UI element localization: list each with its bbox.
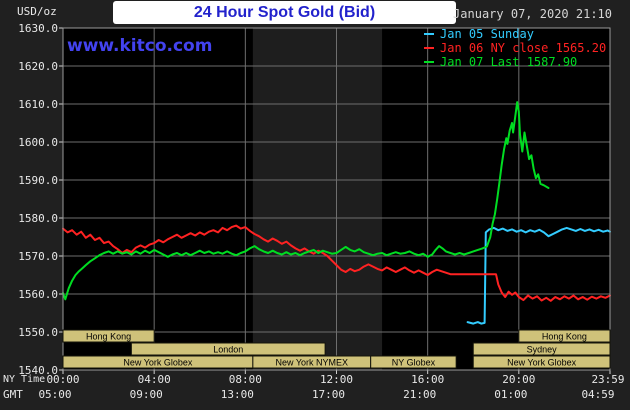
- legend-label: Jan 06 NY close 1565.20: [440, 41, 607, 55]
- chart-datetime: January 07, 2020 21:10: [453, 7, 612, 21]
- session-box-hong-kong: [62, 329, 155, 343]
- y-axis-label: 1540.0: [18, 363, 58, 377]
- session-box-london: [130, 342, 326, 356]
- series-line-jan-07-last-1587-90: [62, 101, 550, 301]
- x-axis-label-gmt: 04:59: [581, 388, 615, 401]
- session-label: London: [213, 345, 243, 355]
- session-label: Sydney: [527, 345, 558, 355]
- plot-border: [62, 27, 611, 371]
- x-axis-label-gmt: 05:00: [38, 388, 72, 401]
- session-label: Hong Kong: [86, 332, 131, 342]
- legend-line-swatch: [424, 33, 434, 35]
- session-box-ny-globex: [370, 355, 457, 369]
- legend-line-swatch: [424, 61, 434, 63]
- chart-title-box: 24 Hour Spot Gold (Bid): [113, 1, 456, 24]
- session-label: NY Globex: [392, 358, 436, 368]
- y-axis-label: 1600.0: [18, 135, 58, 149]
- legend-label: Jan 05 Sunday: [440, 27, 534, 41]
- x-axis-label-ny: 16:00: [411, 373, 445, 386]
- x-axis-label-ny: 20:00: [502, 373, 536, 386]
- legend: Jan 05 Sunday Jan 06 NY close 1565.20 Jan …: [424, 27, 606, 69]
- session-box-new-york-globex: [472, 355, 611, 369]
- y-axis-label: 1550.0: [18, 325, 58, 339]
- y-axis-label: 1630.0: [18, 21, 58, 35]
- y-axis-label: 1560.0: [18, 287, 58, 301]
- x-axis-label-ny: 12:00: [319, 373, 354, 386]
- x-axis-label-ny: 04:00: [137, 373, 171, 386]
- gmt-row-label: GMT: [3, 388, 23, 401]
- y-axis-label: 1580.0: [18, 211, 58, 225]
- legend-line-swatch: [424, 47, 434, 49]
- legend-item: Jan 06 NY close 1565.20: [424, 41, 606, 55]
- y-axis-units-label: USD/oz: [17, 5, 57, 18]
- kitco-watermark-link[interactable]: www.kitco.com: [67, 36, 213, 56]
- x-axis-label-gmt: 21:00: [403, 388, 437, 401]
- y-axis-label: 1620.0: [18, 59, 58, 73]
- legend-item: Jan 05 Sunday: [424, 27, 606, 41]
- y-axis-label: 1610.0: [18, 97, 58, 111]
- series-line-jan-05-sunday: [466, 226, 611, 325]
- legend-item: Jan 07 Last 1587.90: [424, 55, 606, 69]
- session-label: New York Globex: [123, 358, 193, 368]
- x-axis-label-ny: 23:59: [591, 373, 625, 386]
- x-axis-label-gmt: 09:00: [129, 388, 163, 401]
- session-label: New York NYMEX: [276, 358, 349, 368]
- x-axis-label-gmt: 17:00: [311, 388, 346, 401]
- session-box-sydney: [472, 342, 611, 356]
- nymex-floor-session-band: [252, 28, 383, 370]
- x-axis-label-ny: 08:00: [228, 373, 262, 386]
- x-axis-label-gmt: 01:00: [494, 388, 528, 401]
- chart-title: 24 Hour Spot Gold (Bid): [193, 3, 376, 21]
- x-axis-label-ny: 00:00: [46, 373, 80, 386]
- legend-label: Jan 07 Last 1587.90: [440, 55, 578, 69]
- session-label: New York Globex: [507, 358, 577, 368]
- ny-time-row-label: NY Time: [3, 374, 46, 385]
- session-label: Hong Kong: [542, 332, 587, 342]
- session-box-hong-kong: [518, 329, 611, 343]
- y-axis-label: 1570.0: [18, 249, 58, 263]
- y-axis-label: 1590.0: [18, 173, 58, 187]
- x-axis-label-gmt: 13:00: [220, 388, 254, 401]
